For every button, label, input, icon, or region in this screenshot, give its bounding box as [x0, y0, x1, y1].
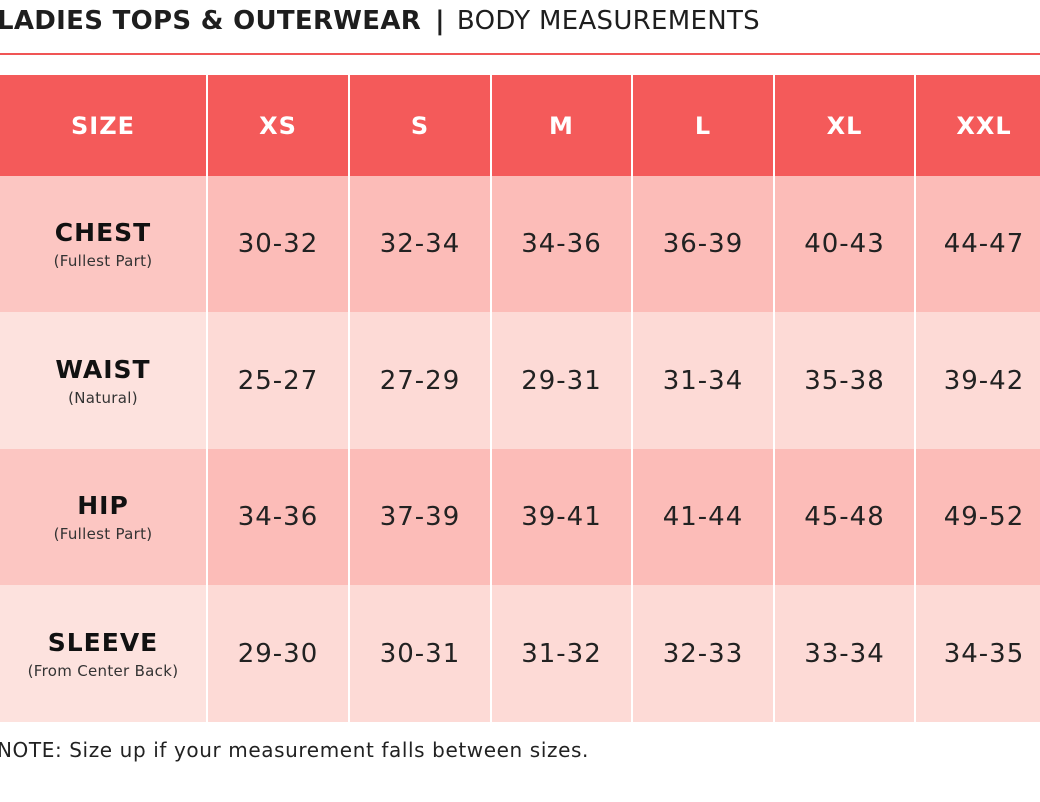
row-label-main: CHEST: [54, 218, 152, 247]
table-cell: 32-34: [350, 176, 490, 312]
table-cell: 37-39: [350, 449, 490, 585]
table-cell: 33-34: [775, 585, 914, 722]
table-cell: 44-47: [916, 176, 1040, 312]
title-main: LADIES TOPS & OUTERWEAR: [0, 6, 422, 36]
page-title: LADIES TOPS & OUTERWEAR | BODY MEASUREMENT…: [0, 0, 760, 42]
table-cell: 29-30: [208, 585, 348, 722]
table-cell: 39-41: [492, 449, 631, 585]
row-label-waist: WAIST (Natural): [0, 312, 206, 449]
table-cell: 34-35: [916, 585, 1040, 722]
table-cell: 45-48: [775, 449, 914, 585]
table-cell: 36-39: [633, 176, 773, 312]
row-label-main: HIP: [77, 491, 129, 520]
table-cell: 40-43: [775, 176, 914, 312]
table-cell: 34-36: [208, 449, 348, 585]
header-l: L: [633, 75, 773, 176]
table-cell: 27-29: [350, 312, 490, 449]
header-xs: XS: [208, 75, 348, 176]
table-cell: 35-38: [775, 312, 914, 449]
table-cell: 30-32: [208, 176, 348, 312]
header-xxl: XXL: [916, 75, 1040, 176]
table-cell: 39-42: [916, 312, 1040, 449]
table-cell: 32-33: [633, 585, 773, 722]
title-separator: |: [435, 6, 445, 36]
title-divider: [0, 53, 1040, 55]
table-cell: 41-44: [633, 449, 773, 585]
table-cell: 30-31: [350, 585, 490, 722]
row-label-sub: (Natural): [68, 388, 138, 407]
size-chart-table: SIZE XS S M L XL XXL CHEST (Fullest Part…: [0, 75, 1040, 722]
row-label-sub: (Fullest Part): [53, 252, 153, 270]
header-m: M: [492, 75, 631, 176]
table-cell: 49-52: [916, 449, 1040, 585]
header-size: SIZE: [0, 75, 206, 176]
row-label-main: SLEEVE: [47, 627, 159, 657]
row-label-sub: (Fullest Part): [53, 525, 153, 543]
table-cell: 31-34: [633, 312, 773, 449]
row-label-sub: (From Center Back): [27, 661, 179, 680]
table-cell: 29-31: [492, 312, 631, 449]
table-cell: 34-36: [492, 176, 631, 312]
row-label-hip: HIP (Fullest Part): [0, 449, 206, 585]
table-cell: 31-32: [492, 585, 631, 722]
table-cell: 25-27: [208, 312, 348, 449]
header-xl: XL: [775, 75, 914, 176]
header-s: S: [350, 75, 490, 176]
title-subtitle: BODY MEASUREMENTS: [456, 6, 760, 36]
row-label-sleeve: SLEEVE (From Center Back): [0, 585, 206, 722]
sizing-note: NOTE: Size up if your measurement falls …: [0, 738, 589, 762]
row-label-chest: CHEST (Fullest Part): [0, 176, 206, 312]
row-label-main: WAIST: [55, 354, 151, 384]
